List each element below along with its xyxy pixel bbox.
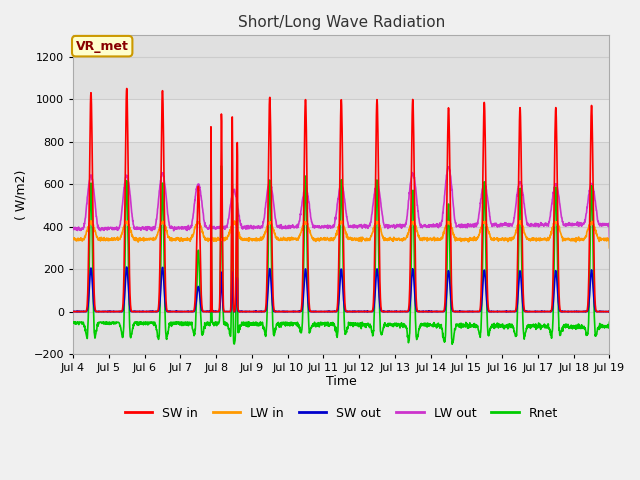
Title: Short/Long Wave Radiation: Short/Long Wave Radiation bbox=[237, 15, 445, 30]
Text: VR_met: VR_met bbox=[76, 40, 129, 53]
X-axis label: Time: Time bbox=[326, 374, 356, 387]
Bar bbox=[73, 99, 609, 142]
Legend: SW in, LW in, SW out, LW out, Rnet: SW in, LW in, SW out, LW out, Rnet bbox=[120, 402, 563, 425]
Y-axis label: ( W/m2): ( W/m2) bbox=[15, 169, 28, 220]
